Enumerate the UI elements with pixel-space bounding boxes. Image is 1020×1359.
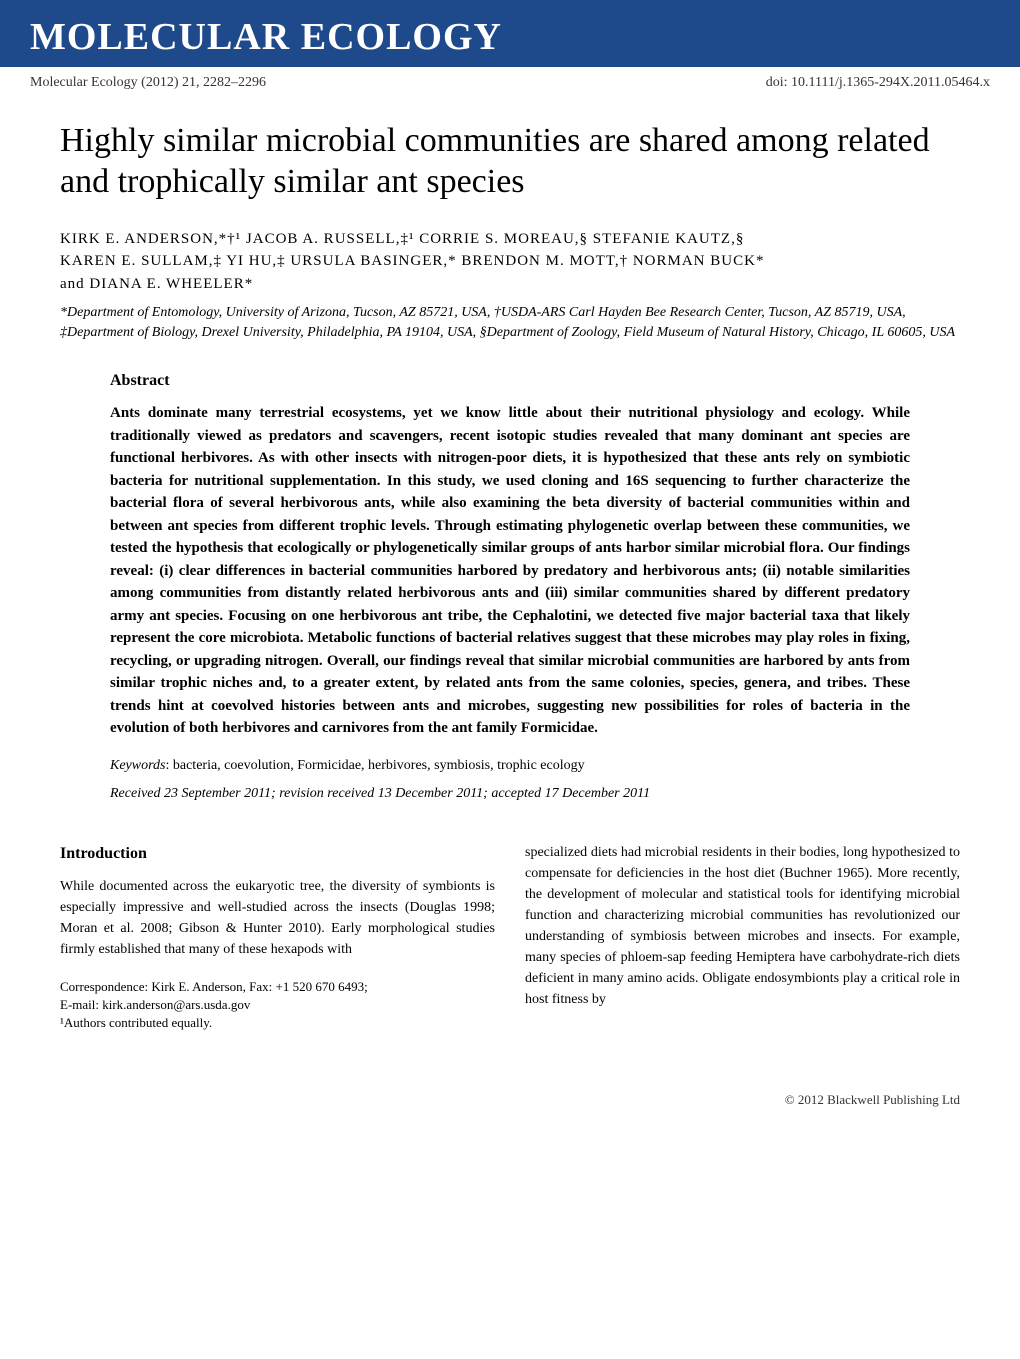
journal-banner: MOLECULAR ECOLOGY xyxy=(0,0,1020,67)
authors-line-2: KAREN E. SULLAM,‡ YI HU,‡ URSULA BASINGE… xyxy=(60,253,764,269)
correspondence-line-1: Correspondence: Kirk E. Anderson, Fax: +… xyxy=(60,979,368,994)
intro-paragraph-1: While documented across the eukaryotic t… xyxy=(60,876,495,960)
citation-text: Molecular Ecology (2012) 21, 2282–2296 xyxy=(30,75,266,91)
intro-paragraph-2: specialized diets had microbial resident… xyxy=(525,842,960,1010)
left-column: Introduction While documented across the… xyxy=(60,842,495,1033)
keywords-text: : bacteria, coevolution, Formicidae, her… xyxy=(165,758,584,773)
citation-bar: Molecular Ecology (2012) 21, 2282–2296 d… xyxy=(0,67,1020,111)
authors-line-1: KIRK E. ANDERSON,*†¹ JACOB A. RUSSELL,‡¹… xyxy=(60,231,744,247)
body-columns: Introduction While documented across the… xyxy=(60,842,960,1033)
footer: © 2012 Blackwell Publishing Ltd xyxy=(0,1072,1020,1128)
authors-line-3: and DIANA E. WHEELER* xyxy=(60,276,253,292)
abstract-heading: Abstract xyxy=(110,372,910,390)
abstract-section: Abstract Ants dominate many terrestrial … xyxy=(60,372,960,802)
correspondence-block: Correspondence: Kirk E. Anderson, Fax: +… xyxy=(60,978,495,1033)
article-title: Highly similar microbial communities are… xyxy=(60,121,960,203)
main-content: Highly similar microbial communities are… xyxy=(0,111,1020,1072)
correspondence-note: ¹Authors contributed equally. xyxy=(60,1015,212,1030)
doi-text: doi: 10.1111/j.1365-294X.2011.05464.x xyxy=(766,75,990,91)
affiliations: *Department of Entomology, University of… xyxy=(60,303,960,342)
keywords-line: Keywords: bacteria, coevolution, Formici… xyxy=(110,758,910,774)
correspondence-email: E-mail: kirk.anderson@ars.usda.gov xyxy=(60,997,250,1012)
copyright-text: © 2012 Blackwell Publishing Ltd xyxy=(785,1092,960,1107)
right-column: specialized diets had microbial resident… xyxy=(525,842,960,1033)
abstract-text: Ants dominate many terrestrial ecosystem… xyxy=(110,402,910,740)
journal-name: MOLECULAR ECOLOGY xyxy=(0,7,1020,67)
authors-block: KIRK E. ANDERSON,*†¹ JACOB A. RUSSELL,‡¹… xyxy=(60,228,960,296)
keywords-label: Keywords xyxy=(110,758,165,773)
received-dates: Received 23 September 2011; revision rec… xyxy=(110,786,910,802)
introduction-heading: Introduction xyxy=(60,842,495,866)
